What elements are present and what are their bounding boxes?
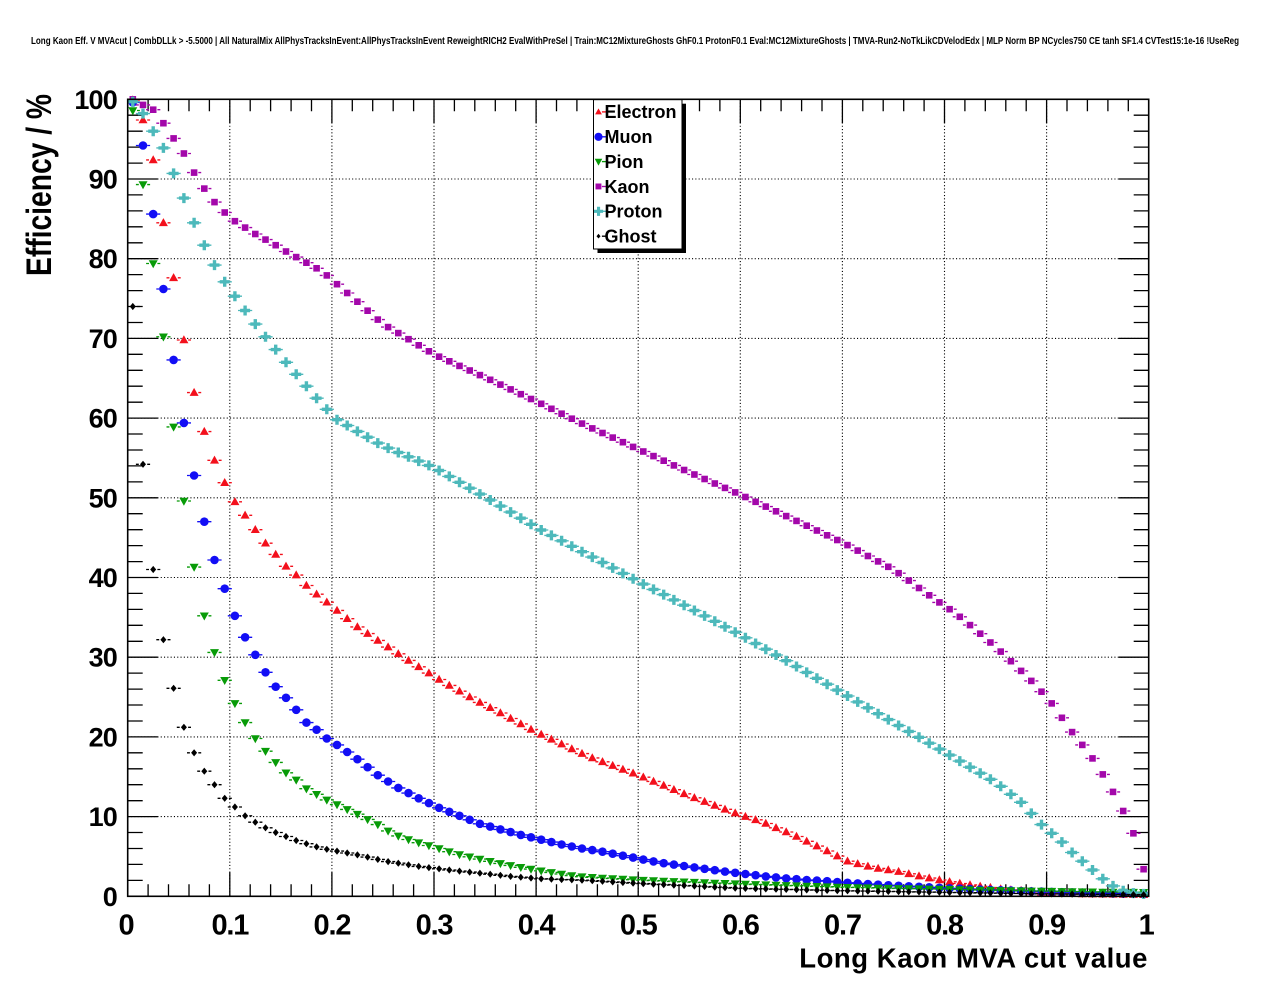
svg-text:0.6: 0.6 (722, 910, 760, 942)
svg-text:0.9: 0.9 (1028, 910, 1066, 942)
svg-text:0: 0 (103, 882, 117, 912)
svg-text:0.3: 0.3 (416, 910, 454, 942)
svg-text:10: 10 (89, 802, 117, 832)
svg-text:Long Kaon MVA cut value: Long Kaon MVA cut value (799, 943, 1148, 974)
svg-text:90: 90 (89, 165, 117, 195)
svg-text:50: 50 (89, 483, 117, 513)
svg-text:60: 60 (89, 404, 117, 434)
svg-text:70: 70 (89, 324, 117, 354)
svg-text:Efficiency / %: Efficiency / % (20, 94, 59, 276)
svg-text:0.4: 0.4 (518, 910, 556, 942)
svg-text:0.5: 0.5 (620, 910, 658, 942)
svg-text:80: 80 (89, 244, 117, 274)
svg-text:0.1: 0.1 (211, 910, 249, 942)
svg-text:100: 100 (74, 85, 117, 115)
svg-text:Ghost: Ghost (605, 227, 657, 247)
svg-text:0.2: 0.2 (314, 910, 351, 942)
svg-text:Electron: Electron (605, 102, 677, 122)
svg-text:1: 1 (1139, 910, 1155, 942)
svg-text:0: 0 (119, 910, 134, 942)
svg-text:Muon: Muon (605, 127, 653, 147)
svg-text:40: 40 (89, 563, 117, 593)
svg-text:Proton: Proton (605, 202, 663, 222)
svg-text:30: 30 (89, 643, 117, 673)
svg-text:Long Kaon Eff. V MVAcut | Comb: Long Kaon Eff. V MVAcut | CombDLLk > -5.… (31, 36, 1239, 47)
svg-text:20: 20 (89, 722, 117, 752)
svg-text:0.7: 0.7 (824, 910, 861, 942)
svg-text:0.8: 0.8 (926, 910, 964, 942)
svg-text:Kaon: Kaon (605, 177, 650, 197)
svg-text:Pion: Pion (605, 152, 644, 172)
